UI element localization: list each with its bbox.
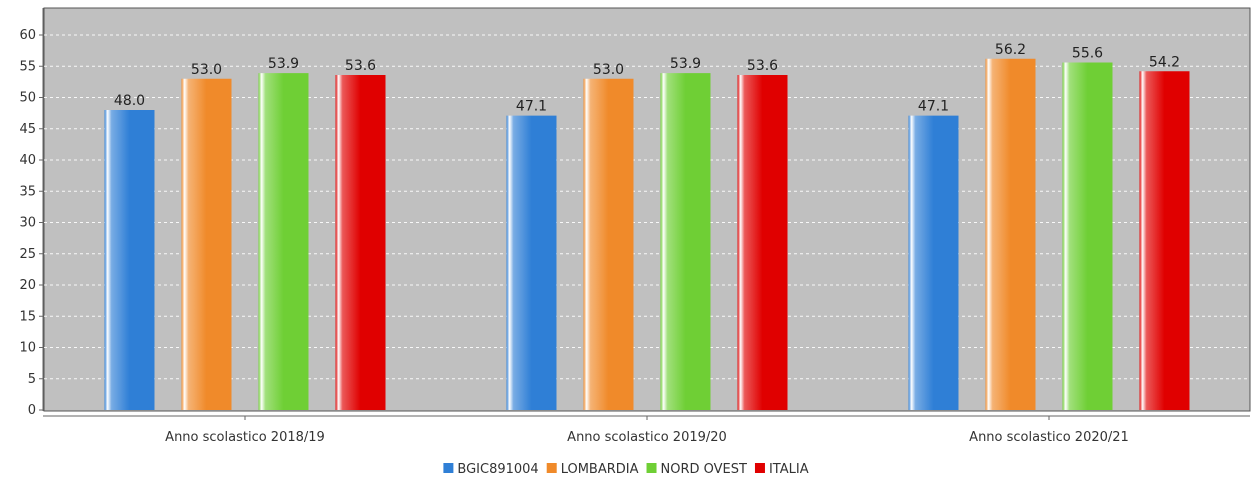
legend-label: ITALIA	[769, 462, 809, 477]
y-tick-label: 40	[19, 153, 36, 168]
legend-swatch	[546, 463, 557, 473]
bar	[1139, 71, 1190, 410]
legend: BGIC891004 LOMBARDIA NORD OVEST ITALIA	[443, 462, 809, 477]
y-tick-label: 5	[28, 372, 36, 387]
bar	[258, 73, 309, 410]
legend-label: BGIC891004	[457, 462, 538, 477]
bar	[104, 110, 155, 410]
legend-swatch	[646, 463, 657, 473]
data-label: 47.1	[516, 99, 547, 115]
legend-label: NORD OVEST	[661, 462, 747, 477]
bar	[583, 78, 634, 410]
data-label: 53.0	[191, 62, 222, 78]
y-tick-label: 30	[19, 216, 36, 231]
x-tick-label: Anno scolastico 2018/19	[165, 430, 325, 445]
data-label: 53.9	[268, 56, 299, 72]
data-label: 48.0	[114, 93, 145, 109]
legend-swatch	[443, 463, 454, 473]
gridlines	[44, 34, 1250, 380]
y-tick-label: 50	[19, 91, 36, 106]
y-tick-label: 60	[19, 28, 36, 43]
bar	[181, 78, 232, 410]
bars	[104, 58, 1190, 410]
y-tick-label: 20	[19, 278, 36, 293]
data-label: 53.9	[670, 56, 701, 72]
bar	[737, 75, 788, 410]
y-tick-label: 55	[19, 59, 36, 74]
x-tick-label: Anno scolastico 2019/20	[567, 430, 727, 445]
data-label: 55.6	[1072, 46, 1103, 62]
legend-label: LOMBARDIA	[561, 462, 639, 477]
data-label: 53.6	[747, 58, 778, 74]
data-label: 56.2	[995, 42, 1026, 58]
x-axis: Anno scolastico 2018/19 Anno scolastico 2…	[43, 415, 1250, 445]
plot-area	[43, 7, 1251, 412]
legend-swatch	[754, 463, 765, 473]
data-label: 53.0	[593, 62, 624, 78]
bar	[1062, 62, 1113, 410]
y-tick-label: 0	[28, 403, 36, 418]
bar	[985, 58, 1036, 410]
data-label: 54.2	[1149, 54, 1180, 70]
bar	[335, 75, 386, 410]
data-label: 47.1	[918, 99, 949, 115]
y-tick-label: 25	[19, 247, 36, 262]
y-tick-label: 15	[19, 309, 36, 324]
y-tick-label: 10	[19, 341, 36, 356]
bar	[660, 73, 711, 410]
bar	[506, 115, 557, 410]
bar	[908, 115, 959, 410]
data-label: 53.6	[345, 58, 376, 74]
y-axis: 0 5 10 15 20 25 30 35 40 45 50 55 60	[19, 8, 44, 418]
y-tick-label: 35	[19, 184, 36, 199]
x-tick-label: Anno scolastico 2020/21	[969, 430, 1129, 445]
value-labels: 48.0 53.0 53.9 53.6 47.1 53.0 53.9 53.6 47.1 56.2…	[114, 42, 1180, 115]
y-tick-label: 45	[19, 122, 36, 137]
